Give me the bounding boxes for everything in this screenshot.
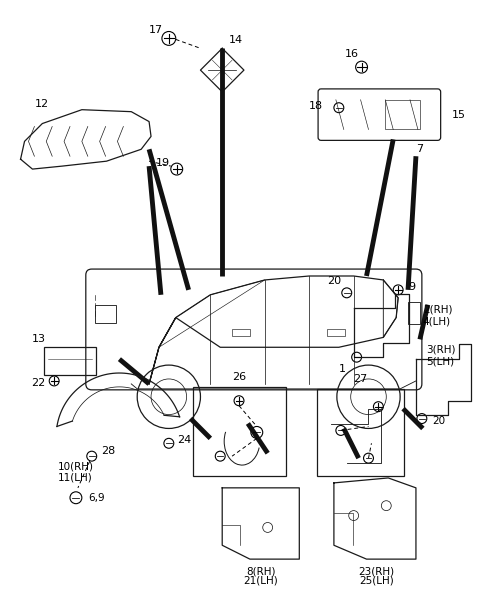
Text: 11(LH): 11(LH) <box>58 473 93 483</box>
Text: 20: 20 <box>327 276 341 286</box>
Text: 17: 17 <box>149 25 163 35</box>
Text: 16: 16 <box>345 49 359 59</box>
Text: 14: 14 <box>229 35 243 45</box>
Text: 13: 13 <box>31 335 46 345</box>
Text: 27: 27 <box>353 374 368 384</box>
Bar <box>385 100 420 129</box>
Text: 28: 28 <box>102 446 116 456</box>
Text: 19: 19 <box>156 158 170 168</box>
Text: 5(LH): 5(LH) <box>426 356 454 366</box>
Text: 10(RH): 10(RH) <box>58 461 94 471</box>
Bar <box>192 387 287 476</box>
Bar <box>232 329 250 336</box>
Bar <box>95 304 117 323</box>
Text: 18: 18 <box>309 101 323 111</box>
Bar <box>317 389 404 476</box>
Text: 24: 24 <box>177 435 191 445</box>
Text: 3(RH): 3(RH) <box>426 344 456 354</box>
Text: 4(LH): 4(LH) <box>423 317 451 326</box>
Text: 23(RH): 23(RH) <box>359 566 395 576</box>
Bar <box>44 348 96 375</box>
Text: 2(RH): 2(RH) <box>423 304 452 314</box>
Text: 9: 9 <box>408 282 415 292</box>
Text: 20: 20 <box>432 415 445 425</box>
Bar <box>408 301 420 323</box>
Text: 6,9: 6,9 <box>88 493 105 503</box>
Text: 15: 15 <box>452 110 466 120</box>
Text: 12: 12 <box>35 99 49 109</box>
Text: 1: 1 <box>339 364 346 374</box>
Text: 21(LH): 21(LH) <box>243 576 278 586</box>
Text: 25(LH): 25(LH) <box>359 576 394 586</box>
Text: 8(RH): 8(RH) <box>246 566 276 576</box>
Text: 7: 7 <box>416 145 423 155</box>
Text: 22: 22 <box>31 378 46 388</box>
Text: 26: 26 <box>232 372 246 382</box>
Bar <box>327 329 345 336</box>
